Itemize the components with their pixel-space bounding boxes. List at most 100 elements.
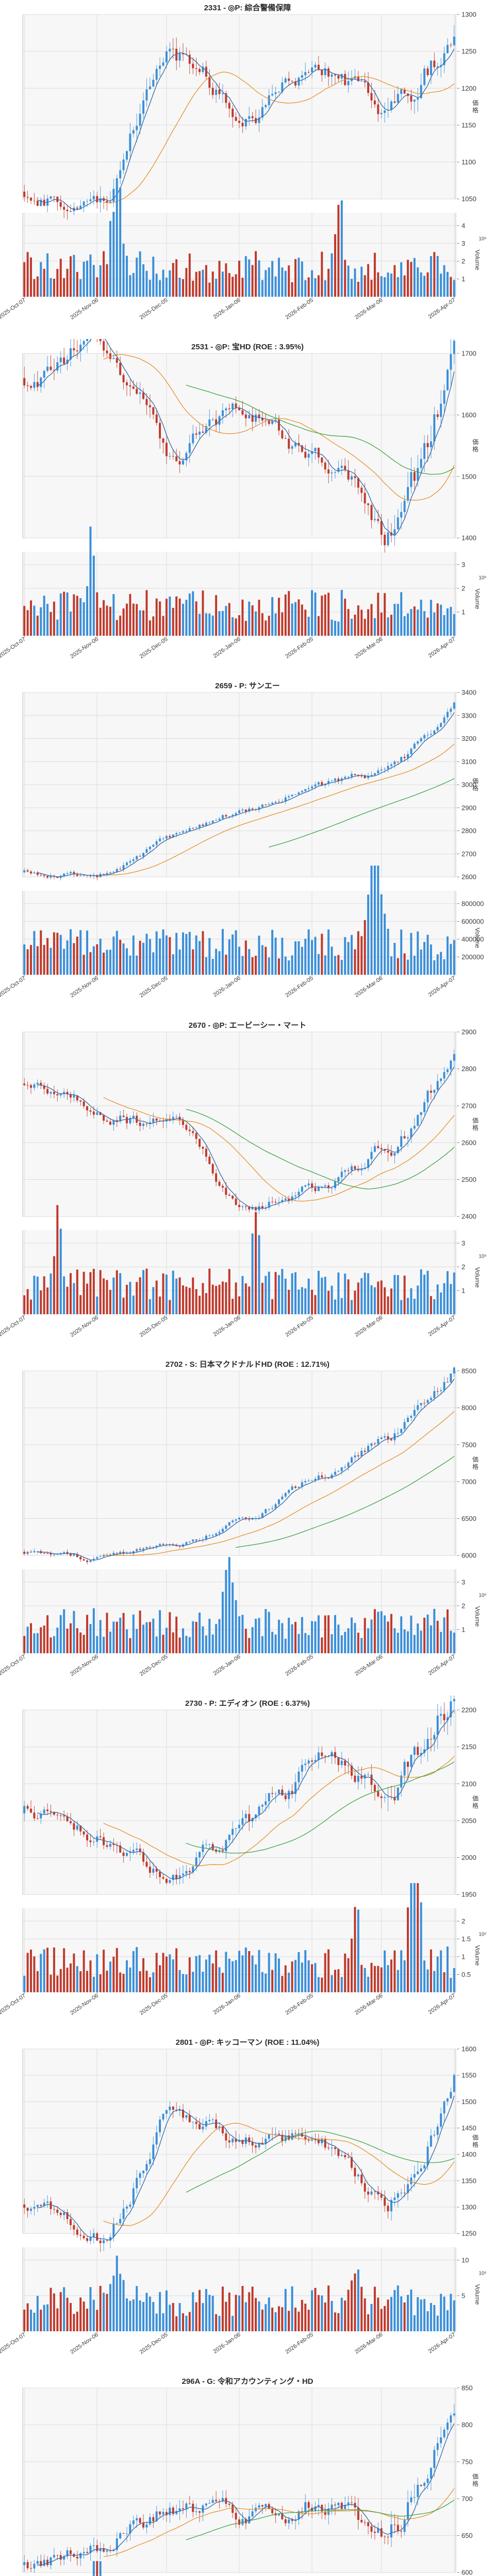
svg-text:600000: 600000 — [461, 918, 484, 925]
svg-text:3: 3 — [461, 1578, 465, 1586]
svg-text:2900: 2900 — [461, 1028, 476, 1036]
svg-text:800000: 800000 — [461, 900, 484, 908]
svg-text:価: 価 — [472, 1456, 478, 1463]
svg-text:10⁶: 10⁶ — [478, 2271, 486, 2277]
svg-text:1: 1 — [461, 1625, 465, 1633]
svg-text:格: 格 — [472, 784, 478, 792]
svg-text:1950: 1950 — [461, 1891, 476, 1899]
svg-text:格: 格 — [472, 445, 478, 453]
svg-text:1300: 1300 — [461, 2204, 476, 2211]
svg-text:750: 750 — [461, 2458, 473, 2466]
svg-text:1250: 1250 — [461, 47, 476, 55]
svg-text:1150: 1150 — [461, 121, 476, 129]
svg-text:2800: 2800 — [461, 827, 476, 835]
svg-text:1: 1 — [461, 1286, 465, 1294]
svg-text:Volume: Volume — [474, 1945, 481, 1965]
svg-text:1: 1 — [461, 275, 465, 283]
svg-text:格: 格 — [472, 106, 478, 114]
svg-text:価: 価 — [472, 438, 478, 446]
svg-text:2331 - ◎P: 綜合警備保障: 2331 - ◎P: 綜合警備保障 — [204, 3, 291, 12]
svg-text:2700: 2700 — [461, 850, 476, 858]
svg-text:850: 850 — [461, 2384, 473, 2392]
svg-text:1050: 1050 — [461, 195, 476, 203]
svg-text:2050: 2050 — [461, 1817, 476, 1824]
svg-text:2500: 2500 — [461, 1176, 476, 1183]
svg-text:3: 3 — [461, 240, 465, 247]
svg-text:7000: 7000 — [461, 1478, 476, 1485]
svg-text:8500: 8500 — [461, 1367, 476, 1375]
svg-text:1: 1 — [461, 608, 465, 616]
svg-text:2400: 2400 — [461, 1212, 476, 1220]
svg-text:格: 格 — [472, 1802, 478, 1809]
svg-text:296A - G: 令和アカウンティング・HD: 296A - G: 令和アカウンティング・HD — [182, 2377, 314, 2386]
svg-text:600: 600 — [461, 2569, 473, 2576]
svg-text:価: 価 — [472, 2473, 478, 2480]
svg-text:Volume: Volume — [474, 249, 481, 270]
svg-text:価: 価 — [472, 99, 478, 107]
svg-text:2730 - P: エディオン (ROE : 6.37%): 2730 - P: エディオン (ROE : 6.37%) — [185, 1699, 310, 1708]
svg-text:2150: 2150 — [461, 1743, 476, 1751]
svg-text:10⁶: 10⁶ — [478, 1931, 486, 1937]
svg-text:2100: 2100 — [461, 1780, 476, 1788]
svg-text:3200: 3200 — [461, 735, 476, 742]
svg-text:2: 2 — [461, 257, 465, 265]
svg-text:10⁶: 10⁶ — [478, 1253, 486, 1259]
svg-text:1600: 1600 — [461, 411, 476, 419]
svg-text:10: 10 — [461, 2256, 469, 2264]
svg-text:2200: 2200 — [461, 1706, 476, 1714]
svg-text:3400: 3400 — [461, 689, 476, 697]
svg-text:格: 格 — [472, 2141, 478, 2148]
svg-text:2670 - ◎P: エービーシー・マート: 2670 - ◎P: エービーシー・マート — [189, 1021, 306, 1030]
svg-text:6000: 6000 — [461, 1551, 476, 1559]
svg-text:1550: 1550 — [461, 2072, 476, 2079]
svg-text:2: 2 — [461, 1602, 465, 1609]
svg-text:3: 3 — [461, 1239, 465, 1247]
svg-text:800: 800 — [461, 2421, 473, 2429]
svg-text:1500: 1500 — [461, 472, 476, 480]
svg-text:1600: 1600 — [461, 2045, 476, 2053]
svg-text:2: 2 — [461, 1917, 465, 1925]
svg-text:1: 1 — [461, 1953, 465, 1960]
svg-text:3300: 3300 — [461, 712, 476, 720]
svg-text:10⁶: 10⁶ — [478, 236, 486, 242]
svg-text:2531 - ◎P: 宝HD (ROE : 3.95%): 2531 - ◎P: 宝HD (ROE : 3.95%) — [191, 342, 304, 351]
svg-text:3100: 3100 — [461, 758, 476, 766]
svg-text:1500: 1500 — [461, 2098, 476, 2106]
svg-text:1.5: 1.5 — [461, 1935, 471, 1943]
svg-text:格: 格 — [472, 1463, 478, 1470]
svg-text:1400: 1400 — [461, 2150, 476, 2158]
svg-text:700: 700 — [461, 2495, 473, 2503]
svg-text:1100: 1100 — [461, 158, 476, 166]
svg-text:6500: 6500 — [461, 1515, 476, 1522]
svg-text:1200: 1200 — [461, 84, 476, 92]
svg-text:1300: 1300 — [461, 10, 476, 18]
svg-text:価: 価 — [472, 1117, 478, 1124]
svg-text:格: 格 — [472, 2480, 478, 2487]
svg-text:650: 650 — [461, 2532, 473, 2539]
svg-text:2801 - ◎P: キッコーマン (ROE : 11.04: 2801 - ◎P: キッコーマン (ROE : 11.04%) — [176, 2038, 320, 2047]
svg-text:1700: 1700 — [461, 350, 476, 358]
svg-text:2659 - P: サンエー: 2659 - P: サンエー — [215, 682, 280, 690]
svg-text:1350: 1350 — [461, 2177, 476, 2184]
svg-text:Volume: Volume — [474, 1267, 481, 1287]
svg-text:価: 価 — [472, 777, 478, 785]
svg-text:2: 2 — [461, 585, 465, 592]
svg-text:0.5: 0.5 — [461, 1971, 471, 1978]
svg-text:8000: 8000 — [461, 1404, 476, 1412]
svg-text:Volume: Volume — [474, 1606, 481, 1626]
svg-text:2900: 2900 — [461, 804, 476, 812]
svg-text:4: 4 — [461, 222, 465, 229]
svg-text:価: 価 — [472, 2134, 478, 2141]
svg-text:Volume: Volume — [474, 928, 481, 948]
svg-text:格: 格 — [472, 1124, 478, 1131]
svg-text:7500: 7500 — [461, 1441, 476, 1449]
svg-text:10⁶: 10⁶ — [478, 1592, 486, 1598]
svg-text:1450: 1450 — [461, 2124, 476, 2132]
svg-text:1400: 1400 — [461, 534, 476, 542]
svg-text:3: 3 — [461, 561, 465, 569]
svg-text:2: 2 — [461, 1263, 465, 1270]
svg-text:2000: 2000 — [461, 1854, 476, 1861]
svg-text:価: 価 — [472, 1795, 478, 1802]
svg-text:2600: 2600 — [461, 1139, 476, 1146]
svg-text:2702 - S: 日本マクドナルドHD (ROE : 12: 2702 - S: 日本マクドナルドHD (ROE : 12.71%) — [166, 1360, 329, 1369]
